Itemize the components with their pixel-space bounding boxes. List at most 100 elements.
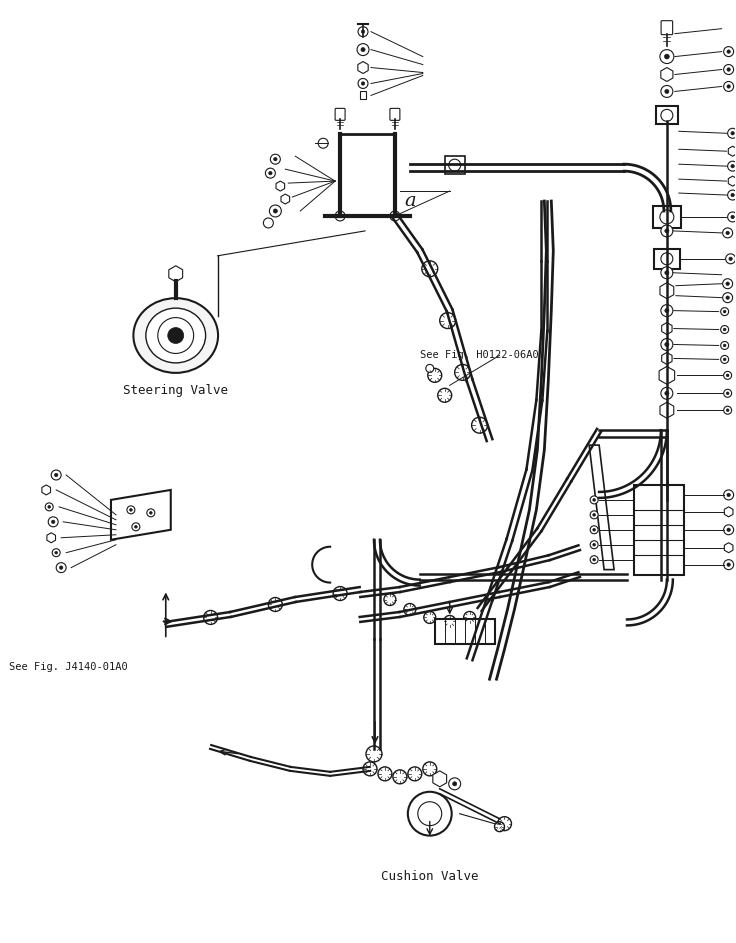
Circle shape <box>728 161 736 171</box>
Circle shape <box>665 229 669 233</box>
Circle shape <box>318 139 328 148</box>
Circle shape <box>444 616 456 627</box>
Circle shape <box>361 47 365 52</box>
Polygon shape <box>660 403 673 418</box>
Circle shape <box>727 50 730 54</box>
Circle shape <box>661 267 673 279</box>
Circle shape <box>149 511 152 514</box>
Circle shape <box>273 209 277 213</box>
Circle shape <box>723 372 732 379</box>
Polygon shape <box>358 61 368 74</box>
Circle shape <box>731 193 735 197</box>
Circle shape <box>592 513 595 516</box>
Polygon shape <box>47 533 55 543</box>
Bar <box>634 485 684 574</box>
Polygon shape <box>729 146 736 157</box>
Circle shape <box>723 228 732 238</box>
Circle shape <box>358 26 368 37</box>
Circle shape <box>384 593 396 605</box>
Circle shape <box>495 821 504 832</box>
Polygon shape <box>724 543 733 553</box>
Circle shape <box>726 296 729 299</box>
FancyBboxPatch shape <box>390 108 400 121</box>
Bar <box>360 91 366 99</box>
Circle shape <box>135 525 138 528</box>
Polygon shape <box>662 323 672 335</box>
Circle shape <box>723 559 734 570</box>
Circle shape <box>378 767 392 781</box>
Circle shape <box>723 328 726 331</box>
Bar <box>654 249 680 269</box>
Circle shape <box>49 517 58 527</box>
Circle shape <box>428 369 442 382</box>
Circle shape <box>665 90 669 93</box>
Circle shape <box>723 406 732 414</box>
Bar <box>653 206 681 228</box>
Circle shape <box>590 540 598 549</box>
Polygon shape <box>276 181 285 191</box>
Polygon shape <box>659 367 675 385</box>
Circle shape <box>721 341 729 350</box>
Circle shape <box>727 493 730 497</box>
Bar <box>445 157 464 174</box>
Circle shape <box>204 610 218 624</box>
Circle shape <box>422 762 436 776</box>
Circle shape <box>472 417 487 433</box>
Circle shape <box>731 215 735 219</box>
Polygon shape <box>111 490 171 539</box>
Circle shape <box>422 261 438 276</box>
Circle shape <box>464 611 475 623</box>
Circle shape <box>590 555 598 564</box>
Circle shape <box>721 356 729 363</box>
Circle shape <box>723 292 732 303</box>
Circle shape <box>132 522 140 531</box>
Circle shape <box>665 271 669 274</box>
Circle shape <box>661 305 673 317</box>
Circle shape <box>390 211 400 221</box>
Circle shape <box>728 128 736 139</box>
Circle shape <box>45 503 53 511</box>
Circle shape <box>498 817 512 831</box>
FancyBboxPatch shape <box>335 108 345 121</box>
Circle shape <box>726 392 729 395</box>
Circle shape <box>357 43 369 56</box>
Circle shape <box>727 85 730 89</box>
Polygon shape <box>589 445 614 570</box>
Polygon shape <box>169 266 183 282</box>
Circle shape <box>361 30 365 33</box>
Circle shape <box>590 511 598 519</box>
Circle shape <box>127 505 135 514</box>
Circle shape <box>393 769 407 784</box>
Text: See Fig. J4140-01A0: See Fig. J4140-01A0 <box>10 662 128 672</box>
Circle shape <box>723 389 732 397</box>
Circle shape <box>728 190 736 200</box>
Circle shape <box>426 364 434 372</box>
Text: a: a <box>404 192 416 210</box>
Circle shape <box>60 566 63 570</box>
Polygon shape <box>729 176 736 186</box>
Circle shape <box>721 325 729 334</box>
Circle shape <box>731 131 735 135</box>
Circle shape <box>727 528 730 532</box>
Circle shape <box>721 307 729 316</box>
Circle shape <box>729 257 732 260</box>
Circle shape <box>723 279 732 289</box>
Polygon shape <box>724 507 733 517</box>
Circle shape <box>147 509 155 517</box>
Circle shape <box>726 409 729 412</box>
Circle shape <box>665 54 669 59</box>
Bar <box>435 620 495 644</box>
Circle shape <box>424 611 436 623</box>
Circle shape <box>52 470 61 480</box>
Circle shape <box>333 587 347 601</box>
Circle shape <box>48 505 51 508</box>
Circle shape <box>274 157 277 161</box>
Circle shape <box>723 525 734 535</box>
Circle shape <box>723 344 726 347</box>
Circle shape <box>661 339 673 351</box>
Circle shape <box>590 496 598 504</box>
Circle shape <box>723 358 726 361</box>
Polygon shape <box>661 68 673 81</box>
Circle shape <box>726 374 729 377</box>
Ellipse shape <box>133 298 218 372</box>
